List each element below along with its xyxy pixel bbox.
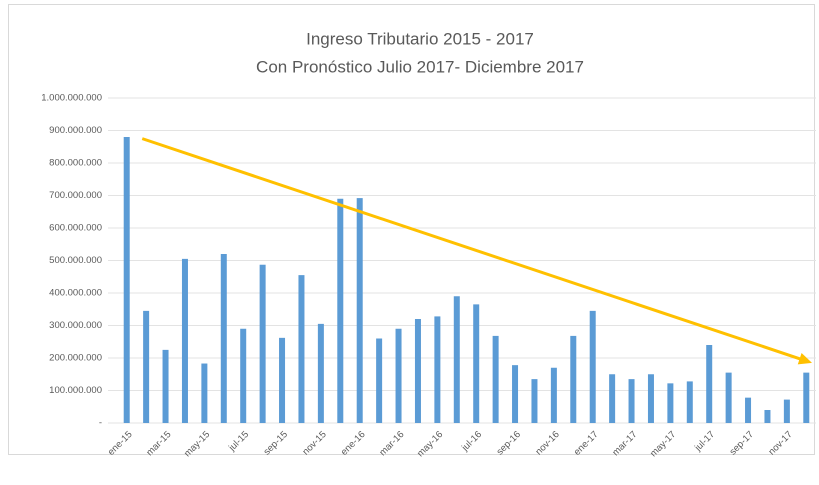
bar (783, 399, 790, 423)
bar (706, 345, 713, 423)
bar (473, 304, 480, 423)
y-tick-label: 500.000.000 (49, 255, 102, 266)
bar (337, 198, 344, 423)
bar (531, 379, 538, 423)
y-tick-label: 200.000.000 (49, 353, 102, 364)
bar (162, 349, 169, 423)
bar (686, 381, 693, 423)
y-tick-label: 900.000.000 (49, 125, 102, 136)
y-tick-label: 300.000.000 (49, 320, 102, 331)
bar (628, 379, 635, 423)
bar (725, 372, 732, 423)
y-tick-label: 700.000.000 (49, 190, 102, 201)
bar (453, 296, 460, 423)
bar (181, 258, 188, 423)
y-tick-label: - (99, 418, 102, 429)
bar (123, 137, 130, 423)
chart-subtitle: Con Pronóstico Julio 2017- Diciembre 201… (256, 57, 584, 76)
bar (317, 323, 324, 423)
bar (492, 335, 499, 423)
bar (220, 254, 227, 423)
bar (414, 319, 421, 423)
chart-title: Ingreso Tributario 2015 - 2017 (306, 29, 534, 48)
bar (240, 328, 247, 423)
y-tick-label: 600.000.000 (49, 223, 102, 234)
bar (201, 363, 208, 423)
bar (550, 367, 557, 423)
bar (512, 365, 519, 423)
bar (376, 338, 383, 423)
bar (803, 372, 810, 423)
bar (570, 335, 577, 423)
bar (609, 374, 616, 423)
bar (279, 337, 286, 423)
bar (356, 198, 363, 423)
y-tick-label: 100.000.000 (49, 385, 102, 396)
bar (667, 383, 674, 423)
bar (647, 374, 654, 423)
bar (143, 310, 150, 423)
bar (395, 328, 402, 423)
bar (259, 264, 266, 423)
bar (434, 316, 441, 423)
bar (589, 310, 596, 423)
y-tick-label: 1.000.000.000 (41, 93, 102, 104)
bar (298, 275, 305, 423)
y-tick-label: 800.000.000 (49, 158, 102, 169)
y-tick-label: 400.000.000 (49, 288, 102, 299)
bar (745, 397, 752, 423)
trend-arrow (141, 137, 803, 361)
trend-arrow-head (797, 353, 812, 365)
bar (764, 410, 771, 423)
